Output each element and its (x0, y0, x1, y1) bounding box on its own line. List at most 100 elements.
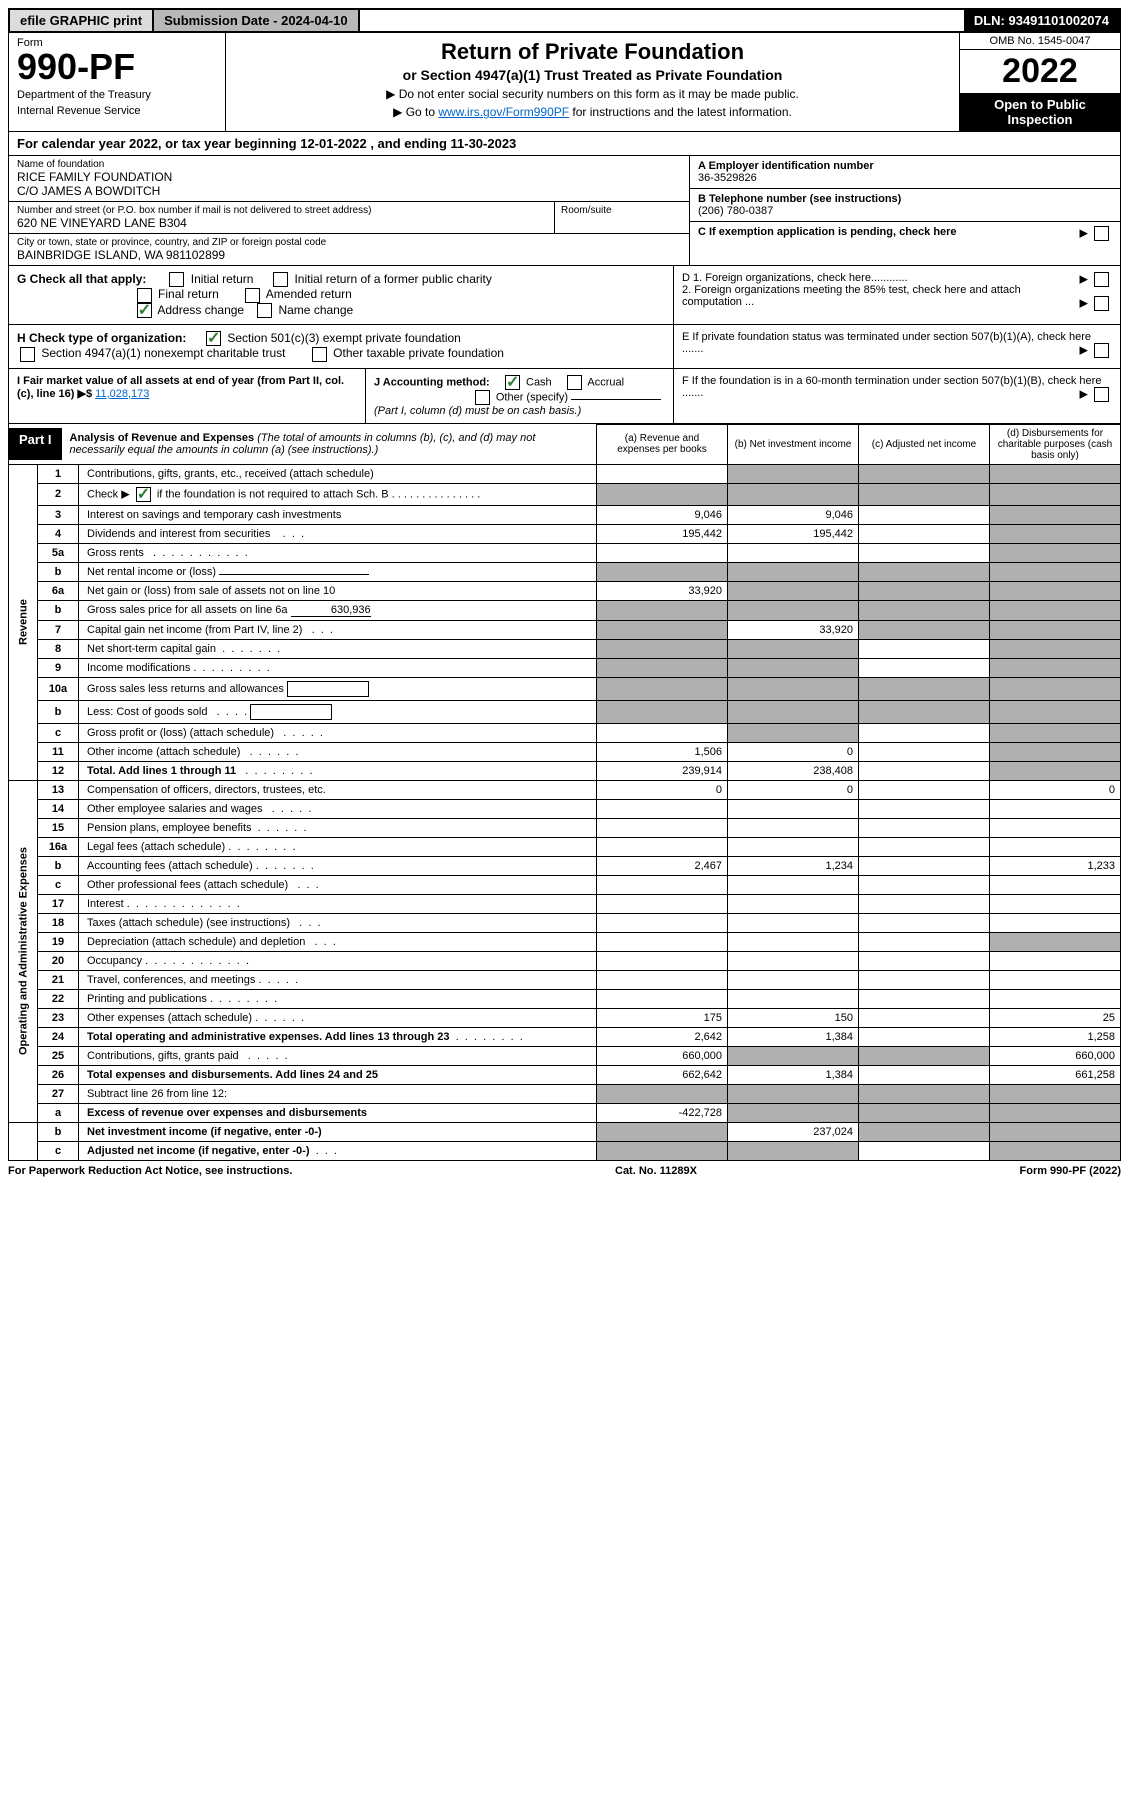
4947-checkbox[interactable] (20, 347, 35, 362)
row-16b: b Accounting fees (attach schedule) . . … (9, 856, 1121, 875)
r5b-b (728, 562, 859, 581)
r2-checkbox[interactable] (136, 487, 151, 502)
j-label: J Accounting method: (374, 376, 490, 388)
r24-txt: Total operating and administrative expen… (87, 1031, 449, 1043)
irs-link[interactable]: www.irs.gov/Form990PF (438, 105, 569, 119)
r5b-desc: Net rental income or (loss) (79, 562, 597, 581)
d1-checkbox[interactable] (1094, 272, 1109, 287)
i-label: I Fair market value of all assets at end… (17, 375, 344, 400)
501c3-checkbox[interactable] (206, 331, 221, 346)
row-22: 22 Printing and publications . . . . . .… (9, 989, 1121, 1008)
inst-1: ▶ Do not enter social security numbers o… (232, 87, 953, 101)
r10a-c (859, 677, 990, 700)
r25-d: 660,000 (990, 1046, 1121, 1065)
r6b-c (859, 600, 990, 620)
r6b-a (597, 600, 728, 620)
r18-a (597, 913, 728, 932)
r25-a: 660,000 (597, 1046, 728, 1065)
r22-b (728, 989, 859, 1008)
r20-b (728, 951, 859, 970)
name-change-checkbox[interactable] (257, 303, 272, 318)
d1-label: D 1. Foreign organizations, check here..… (682, 272, 908, 284)
r3-no: 3 (38, 505, 79, 524)
expenses-label: Operating and Administrative Expenses (9, 780, 38, 1122)
row-5a: 5a Gross rents . . . . . . . . . . . (9, 543, 1121, 562)
i-value[interactable]: 11,028,173 (95, 388, 149, 400)
r10c-txt: Gross profit or (loss) (attach schedule) (87, 727, 274, 739)
other-tax-checkbox[interactable] (312, 347, 327, 362)
r15-txt: Pension plans, employee benefits (87, 822, 252, 834)
revenue-label: Revenue (9, 464, 38, 780)
r6b-txt: Gross sales price for all assets on line… (87, 604, 288, 616)
r24-no: 24 (38, 1027, 79, 1046)
r6a-b (728, 581, 859, 600)
r16a-txt: Legal fees (attach schedule) (87, 841, 225, 853)
r12-txt: Total. Add lines 1 through 11 (87, 765, 236, 777)
r19-txt: Depreciation (attach schedule) and deple… (87, 936, 305, 948)
r6b-b (728, 600, 859, 620)
foundation-name1: RICE FAMILY FOUNDATION (17, 170, 681, 184)
r27-d (990, 1084, 1121, 1103)
r25-no: 25 (38, 1046, 79, 1065)
form-header: Form 990-PF Department of the Treasury I… (8, 33, 1121, 132)
r23-a: 175 (597, 1008, 728, 1027)
other-checkbox[interactable] (475, 390, 490, 405)
tax-year: 2022 (960, 50, 1120, 93)
col-d-header: (d) Disbursements for charitable purpose… (990, 424, 1121, 464)
c-checkbox[interactable] (1094, 226, 1109, 241)
r16b-b: 1,234 (728, 856, 859, 875)
initial-return-checkbox[interactable] (169, 272, 184, 287)
foundation-name-row: Name of foundation RICE FAMILY FOUNDATIO… (9, 156, 689, 202)
r4-no: 4 (38, 524, 79, 543)
r11-no: 11 (38, 742, 79, 761)
r16c-no: c (38, 875, 79, 894)
omb-number: OMB No. 1545-0047 (960, 33, 1120, 50)
r8-txt: Net short-term capital gain (87, 643, 216, 655)
r2-no: 2 (38, 483, 79, 505)
r26-txt: Total expenses and disbursements. Add li… (87, 1069, 378, 1081)
accrual-checkbox[interactable] (567, 375, 582, 390)
r2-b (728, 483, 859, 505)
efile-print-button[interactable]: efile GRAPHIC print (10, 10, 154, 31)
r16c-c (859, 875, 990, 894)
row-27: 27 Subtract line 26 from line 12: (9, 1084, 1121, 1103)
r7-a (597, 620, 728, 639)
r18-c (859, 913, 990, 932)
r14-no: 14 (38, 799, 79, 818)
r10c-a (597, 723, 728, 742)
r16c-a (597, 875, 728, 894)
r6b-no: b (38, 600, 79, 620)
r5a-no: 5a (38, 543, 79, 562)
address-change-checkbox[interactable] (137, 303, 152, 318)
other-label: Other (specify) (496, 391, 568, 403)
col-c-header: (c) Adjusted net income (859, 424, 990, 464)
part1-table: Part I Analysis of Revenue and Expenses … (8, 424, 1121, 1161)
inst2-pre: ▶ Go to (393, 105, 438, 119)
amended-checkbox[interactable] (245, 288, 260, 303)
tel-label: B Telephone number (see instructions) (698, 193, 901, 205)
name-change: Name change (278, 303, 353, 317)
part1-title: Analysis of Revenue and Expenses (70, 432, 255, 444)
r3-desc: Interest on savings and temporary cash i… (79, 505, 597, 524)
r27b-d (990, 1122, 1121, 1141)
r23-no: 23 (38, 1008, 79, 1027)
r2-desc: Check ▶ if the foundation is not require… (79, 483, 597, 505)
initial-former-checkbox[interactable] (273, 272, 288, 287)
cash-checkbox[interactable] (505, 375, 520, 390)
r9-no: 9 (38, 658, 79, 677)
f-block: F If the foundation is in a 60-month ter… (674, 369, 1120, 423)
r6b-d (990, 600, 1121, 620)
row-27b: b Net investment income (if negative, en… (9, 1122, 1121, 1141)
r16b-txt: Accounting fees (attach schedule) (87, 860, 253, 872)
r10c-c (859, 723, 990, 742)
r10c-b (728, 723, 859, 742)
d2-checkbox[interactable] (1094, 296, 1109, 311)
r1-a (597, 464, 728, 483)
r26-no: 26 (38, 1065, 79, 1084)
r9-d (990, 658, 1121, 677)
row-24: 24 Total operating and administrative ex… (9, 1027, 1121, 1046)
r14-c (859, 799, 990, 818)
r12-a: 239,914 (597, 761, 728, 780)
f-checkbox[interactable] (1094, 387, 1109, 402)
e-checkbox[interactable] (1094, 343, 1109, 358)
